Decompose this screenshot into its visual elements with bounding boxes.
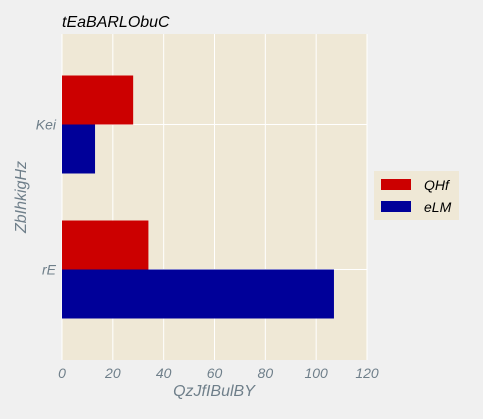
- legend-label-qhf: QHf: [424, 177, 451, 193]
- y-axis-label: ZbIhkigHz: [13, 161, 30, 234]
- bar-elm-re: [62, 269, 334, 319]
- legend-swatch-elm: [381, 201, 411, 212]
- legend-swatch-qhf: [381, 179, 411, 190]
- x-tick-label: 40: [156, 365, 172, 381]
- y-tick-label: rE: [42, 262, 57, 278]
- chart-title: tEaBARLObuC: [62, 14, 170, 31]
- x-tick-label: 120: [355, 365, 379, 381]
- x-axis-label: QzJfIBulBY: [173, 383, 256, 400]
- x-tick-label: 20: [104, 365, 121, 381]
- bar-qhf-re: [62, 220, 149, 270]
- bar-qhf-kei: [62, 75, 134, 125]
- bar-elm-kei: [62, 124, 96, 174]
- ticks: 0 20 40 60 80 100 120 Kei rE: [36, 117, 379, 382]
- x-tick-label: 80: [258, 365, 274, 381]
- y-tick-label: Kei: [36, 117, 57, 133]
- x-tick-label: 0: [58, 365, 66, 381]
- x-tick-label: 60: [207, 365, 223, 381]
- x-tick-label: 100: [304, 365, 328, 381]
- bars: [62, 75, 334, 319]
- legend-label-elm: eLM: [424, 199, 452, 215]
- legend: QHf eLM: [374, 171, 459, 220]
